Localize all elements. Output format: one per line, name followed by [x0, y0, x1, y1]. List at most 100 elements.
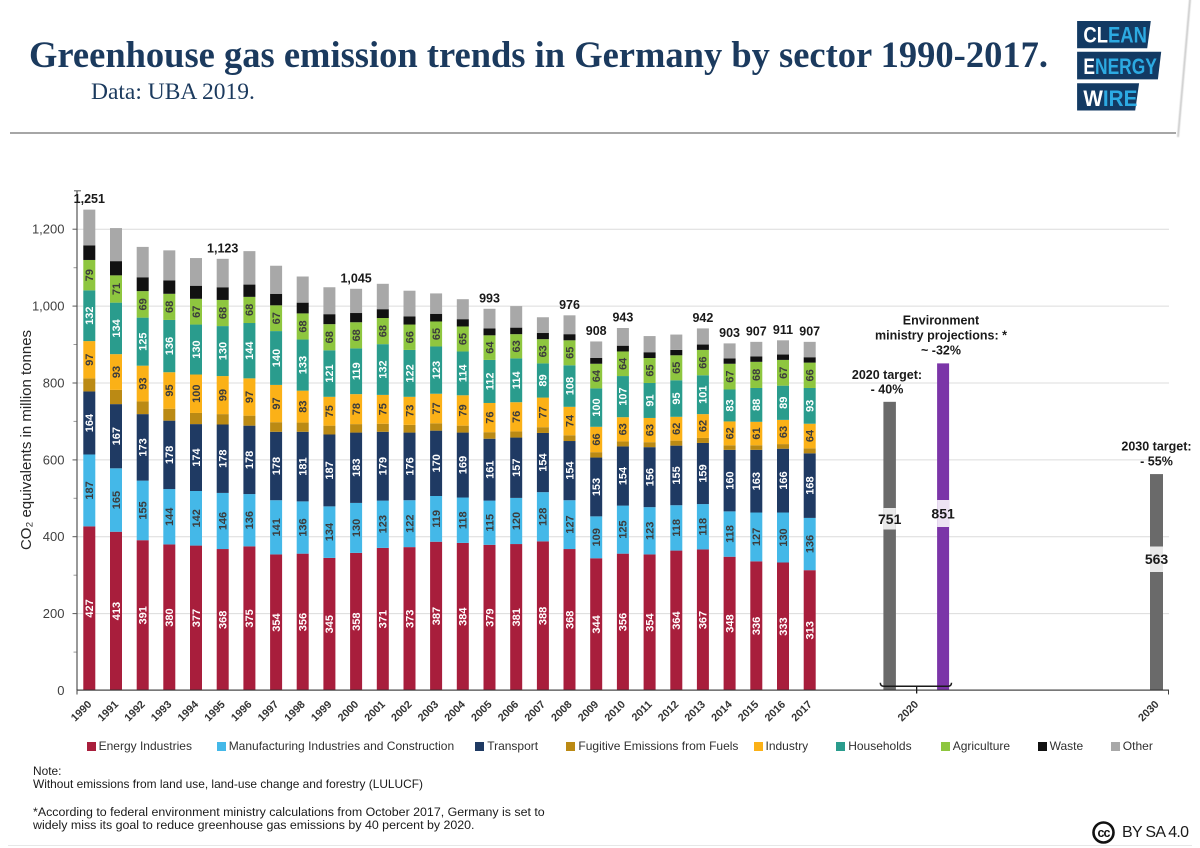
- svg-text:99: 99: [217, 389, 229, 401]
- svg-text:122: 122: [404, 515, 416, 533]
- svg-text:67: 67: [724, 370, 736, 382]
- svg-text:153: 153: [591, 478, 603, 496]
- svg-text:2003: 2003: [416, 699, 441, 724]
- svg-text:114: 114: [511, 371, 523, 390]
- svg-text:68: 68: [324, 331, 336, 343]
- svg-text:1998: 1998: [282, 699, 307, 724]
- svg-text:388: 388: [538, 607, 550, 625]
- svg-text:97: 97: [271, 397, 283, 409]
- svg-text:118: 118: [458, 511, 470, 529]
- svg-text:1,251: 1,251: [74, 192, 105, 206]
- svg-text:375: 375: [244, 609, 256, 627]
- svg-text:134: 134: [111, 318, 123, 337]
- svg-text:1994: 1994: [176, 699, 201, 724]
- svg-text:2008: 2008: [549, 699, 574, 724]
- svg-text:WIRE: WIRE: [1083, 86, 1137, 111]
- svg-text:2009: 2009: [576, 699, 601, 724]
- svg-text:73: 73: [404, 405, 416, 417]
- svg-text:115: 115: [484, 514, 496, 532]
- svg-text:88: 88: [751, 399, 763, 411]
- svg-text:168: 168: [805, 476, 817, 494]
- svg-text:62: 62: [724, 427, 736, 439]
- svg-text:Environment: Environment: [903, 314, 980, 328]
- svg-text:942: 942: [692, 311, 713, 325]
- svg-text:157: 157: [511, 459, 523, 477]
- svg-text:2020: 2020: [896, 699, 921, 724]
- svg-text:166: 166: [778, 471, 790, 489]
- svg-text:1992: 1992: [122, 699, 147, 724]
- svg-text:140: 140: [271, 349, 283, 367]
- svg-text:336: 336: [751, 617, 763, 635]
- svg-text:413: 413: [111, 602, 123, 620]
- svg-text:63: 63: [511, 340, 523, 352]
- svg-text:77: 77: [431, 402, 443, 414]
- svg-text:356: 356: [298, 613, 310, 631]
- svg-text:1990: 1990: [69, 699, 94, 724]
- svg-text:128: 128: [538, 508, 550, 526]
- svg-text:154: 154: [564, 461, 576, 480]
- svg-text:2013: 2013: [683, 699, 708, 724]
- svg-text:63: 63: [644, 424, 656, 436]
- svg-text:97: 97: [84, 354, 96, 366]
- svg-text:384: 384: [458, 607, 470, 626]
- svg-text:161: 161: [484, 461, 496, 479]
- svg-text:2005: 2005: [469, 699, 494, 724]
- svg-text:62: 62: [698, 420, 710, 432]
- svg-text:345: 345: [324, 615, 336, 633]
- svg-text:371: 371: [378, 610, 390, 628]
- svg-text:63: 63: [778, 426, 790, 438]
- svg-text:101: 101: [698, 386, 710, 404]
- svg-text:903: 903: [719, 326, 740, 340]
- svg-text:89: 89: [778, 397, 790, 409]
- svg-text:CO₂ equivalents in million ton: CO₂ equivalents in million tonnes: [18, 330, 35, 550]
- svg-text:907: 907: [799, 324, 820, 338]
- svg-text:83: 83: [724, 399, 736, 411]
- svg-text:133: 133: [298, 356, 310, 374]
- svg-text:187: 187: [84, 481, 96, 499]
- svg-text:1,000: 1,000: [32, 299, 65, 314]
- svg-text:367: 367: [698, 611, 710, 629]
- svg-text:2014: 2014: [709, 699, 734, 724]
- svg-text:121: 121: [324, 364, 336, 382]
- svg-text:63: 63: [618, 423, 630, 435]
- svg-text:2007: 2007: [523, 699, 548, 724]
- svg-text:71: 71: [111, 283, 123, 295]
- svg-text:2011: 2011: [630, 699, 655, 724]
- svg-text:134: 134: [324, 522, 336, 541]
- svg-text:108: 108: [564, 377, 576, 395]
- svg-text:75: 75: [324, 405, 336, 417]
- svg-text:91: 91: [644, 394, 656, 406]
- svg-text:313: 313: [805, 621, 817, 639]
- svg-text:76: 76: [511, 411, 523, 423]
- svg-text:67: 67: [271, 312, 283, 324]
- svg-text:125: 125: [137, 333, 149, 351]
- svg-text:65: 65: [458, 333, 470, 345]
- svg-text:364: 364: [671, 610, 683, 629]
- svg-text:178: 178: [217, 450, 229, 468]
- svg-text:64: 64: [618, 357, 630, 370]
- svg-text:66: 66: [805, 369, 817, 381]
- svg-text:93: 93: [805, 400, 817, 412]
- svg-text:123: 123: [378, 515, 390, 533]
- svg-text:120: 120: [511, 512, 523, 530]
- svg-text:1997: 1997: [256, 699, 281, 724]
- svg-text:136: 136: [298, 518, 310, 536]
- svg-text:2012: 2012: [656, 699, 681, 724]
- svg-text:354: 354: [644, 612, 656, 631]
- svg-text:95: 95: [164, 384, 176, 396]
- svg-text:344: 344: [591, 614, 603, 633]
- svg-text:122: 122: [404, 364, 416, 382]
- svg-text:178: 178: [164, 446, 176, 464]
- svg-text:1993: 1993: [149, 699, 174, 724]
- svg-text:118: 118: [671, 519, 683, 537]
- svg-text:65: 65: [671, 362, 683, 374]
- svg-text:2002: 2002: [389, 699, 414, 724]
- svg-text:66: 66: [591, 433, 603, 445]
- svg-text:118: 118: [698, 518, 710, 536]
- svg-text:348: 348: [724, 614, 736, 632]
- svg-text:154: 154: [538, 453, 550, 472]
- svg-text:66: 66: [698, 356, 710, 368]
- svg-text:125: 125: [618, 520, 630, 538]
- svg-text:387: 387: [431, 607, 443, 625]
- svg-text:67: 67: [191, 306, 203, 318]
